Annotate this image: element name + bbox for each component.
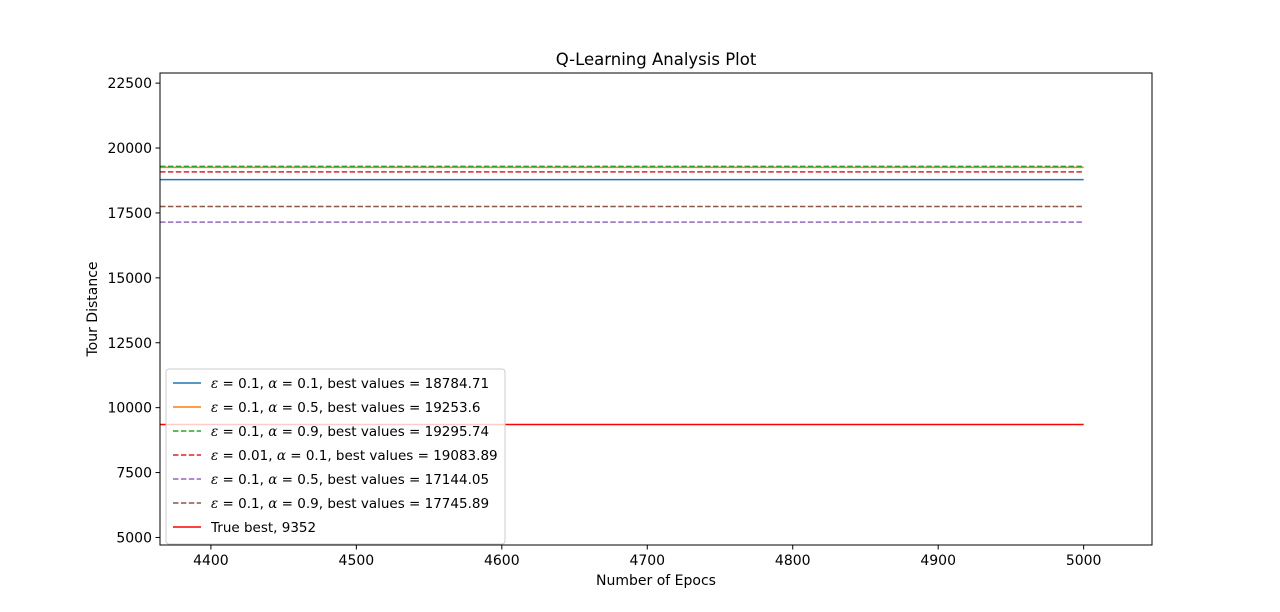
x-axis-label: Number of Epocs bbox=[596, 573, 716, 589]
y-axis-ticks: 5000 7500 10000 12500 15000 17500 20000 22500 bbox=[107, 76, 160, 546]
legend-label-7: True best, 9352 bbox=[210, 520, 316, 536]
legend-label-5: ε = 0.1, α = 0.5, best values = 17144.05 bbox=[211, 472, 489, 488]
legend-label-2: ε = 0.1, α = 0.5, best values = 19253.6 bbox=[211, 400, 480, 416]
y-tick-label: 10000 bbox=[107, 401, 152, 417]
x-axis-ticks: 4400 4500 4600 4700 4800 4900 5000 bbox=[193, 545, 1101, 569]
chart-title: Q-Learning Analysis Plot bbox=[556, 50, 757, 69]
x-tick-label: 4700 bbox=[629, 553, 665, 569]
y-axis-label: Tour Distance bbox=[85, 261, 101, 357]
x-tick-label: 4800 bbox=[775, 553, 811, 569]
y-tick-label: 5000 bbox=[116, 530, 152, 546]
x-tick-label: 4400 bbox=[193, 553, 229, 569]
y-tick-label: 22500 bbox=[107, 76, 152, 92]
x-tick-label: 4600 bbox=[484, 553, 520, 569]
x-tick-label: 4900 bbox=[920, 553, 956, 569]
legend: ε = 0.1, α = 0.1, best values = 18784.71… bbox=[165, 368, 506, 545]
y-tick-label: 7500 bbox=[116, 466, 152, 482]
legend-box bbox=[165, 368, 506, 545]
x-tick-label: 4500 bbox=[339, 553, 375, 569]
y-tick-label: 12500 bbox=[107, 336, 152, 352]
y-tick-label: 17500 bbox=[107, 206, 152, 222]
legend-label-3: ε = 0.1, α = 0.9, best values = 19295.74 bbox=[211, 424, 489, 440]
y-tick-label: 15000 bbox=[107, 271, 152, 287]
legend-label-1: ε = 0.1, α = 0.1, best values = 18784.71 bbox=[211, 376, 489, 392]
y-tick-label: 20000 bbox=[107, 141, 152, 157]
legend-label-6: ε = 0.1, α = 0.9, best values = 17745.89 bbox=[211, 496, 489, 512]
legend-label-4: ε = 0.01, α = 0.1, best values = 19083.8… bbox=[211, 448, 498, 464]
plot-frame bbox=[159, 72, 1153, 546]
x-tick-label: 5000 bbox=[1066, 553, 1102, 569]
